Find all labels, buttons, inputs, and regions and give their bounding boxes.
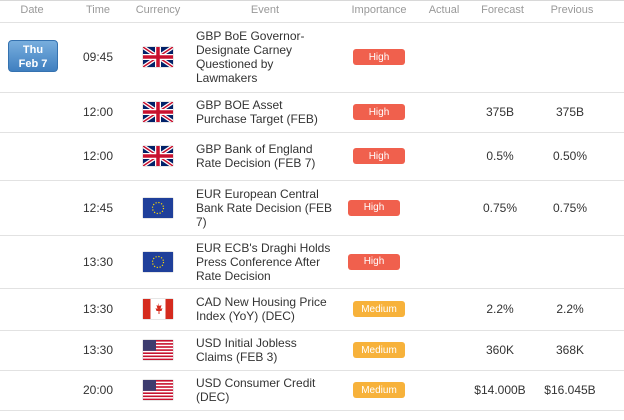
time: 09:45 bbox=[82, 50, 114, 64]
importance-badge: Medium bbox=[353, 342, 405, 358]
row-line bbox=[0, 288, 624, 289]
day: Feb 7 bbox=[18, 58, 48, 70]
row-line bbox=[0, 330, 624, 331]
previous: 368K bbox=[555, 343, 585, 357]
event: CAD New Housing Price Index (YoY) (DEC) bbox=[196, 295, 327, 323]
importance-cell: High bbox=[348, 235, 400, 288]
forecast: $14.000B bbox=[474, 383, 526, 397]
header-line bbox=[0, 22, 624, 23]
time: 12:45 bbox=[82, 200, 114, 215]
event: GBP BOE Asset Purchase Target (FEB) bbox=[196, 98, 318, 126]
flag bbox=[143, 180, 173, 235]
column-header: Forecast bbox=[481, 4, 524, 16]
event: USD Consumer Credit (DEC) bbox=[196, 376, 316, 404]
importance-badge: Medium bbox=[353, 382, 405, 398]
flag bbox=[143, 22, 173, 92]
event: GBP Bank of England Rate Decision (FEB 7… bbox=[196, 142, 316, 170]
forecast: 360K bbox=[485, 343, 515, 357]
weekday: Thu bbox=[22, 44, 44, 56]
header-top bbox=[0, 0, 624, 1]
time: 20:00 bbox=[82, 383, 114, 397]
row-line bbox=[0, 180, 624, 181]
importance-badge: High bbox=[348, 253, 400, 270]
column-header: Actual bbox=[428, 4, 460, 16]
column-header: Currency bbox=[135, 4, 181, 16]
row-line bbox=[0, 235, 624, 236]
time: 13:30 bbox=[82, 302, 114, 316]
forecast: 0.5% bbox=[486, 149, 514, 163]
flag bbox=[143, 330, 173, 370]
importance-badge: High bbox=[348, 199, 400, 216]
time: 12:00 bbox=[82, 149, 114, 163]
importance-badge: High bbox=[353, 49, 405, 65]
flag bbox=[143, 235, 173, 288]
importance-cell: Medium bbox=[353, 370, 405, 410]
flag bbox=[143, 132, 173, 180]
column-header: Time bbox=[85, 4, 111, 16]
flag bbox=[143, 370, 173, 410]
importance-badge: Medium bbox=[353, 301, 405, 317]
event: EUR European Central Bank Rate Decision … bbox=[196, 186, 333, 229]
previous: 0.75% bbox=[552, 200, 588, 215]
column-header: Date bbox=[20, 4, 44, 16]
forecast: 0.75% bbox=[482, 200, 518, 215]
flag bbox=[143, 92, 173, 132]
importance-cell: High bbox=[353, 92, 405, 132]
date-badge: Thu Feb 7 bbox=[8, 40, 58, 72]
importance-badge: High bbox=[353, 104, 405, 120]
row-line bbox=[0, 132, 624, 133]
column-header: Importance bbox=[351, 4, 407, 16]
event: EUR ECB's Draghi Holds Press Conference … bbox=[196, 240, 331, 283]
row-line bbox=[0, 92, 624, 93]
row-line bbox=[0, 410, 624, 411]
previous: 0.50% bbox=[552, 149, 588, 163]
event: USD Initial Jobless Claims (FEB 3) bbox=[196, 336, 297, 364]
importance-cell: Medium bbox=[353, 330, 405, 370]
importance-cell: High bbox=[353, 132, 405, 180]
forecast: 2.2% bbox=[486, 302, 514, 316]
importance-badge: High bbox=[353, 148, 405, 164]
previous: 375B bbox=[555, 105, 585, 119]
previous: 2.2% bbox=[556, 302, 584, 316]
importance-cell: Medium bbox=[353, 288, 405, 330]
time: 12:00 bbox=[82, 105, 114, 119]
time: 13:30 bbox=[82, 343, 114, 357]
column-header: Previous bbox=[550, 4, 594, 16]
forecast: 375B bbox=[485, 105, 515, 119]
importance-cell: High bbox=[353, 22, 405, 92]
column-header: Event bbox=[250, 4, 280, 16]
time: 13:30 bbox=[82, 254, 114, 269]
row-line bbox=[0, 370, 624, 371]
flag bbox=[143, 288, 173, 330]
previous: $16.045B bbox=[544, 383, 596, 397]
importance-cell: High bbox=[348, 180, 400, 235]
event: GBP BoE Governor-Designate Carney Questi… bbox=[196, 29, 305, 85]
